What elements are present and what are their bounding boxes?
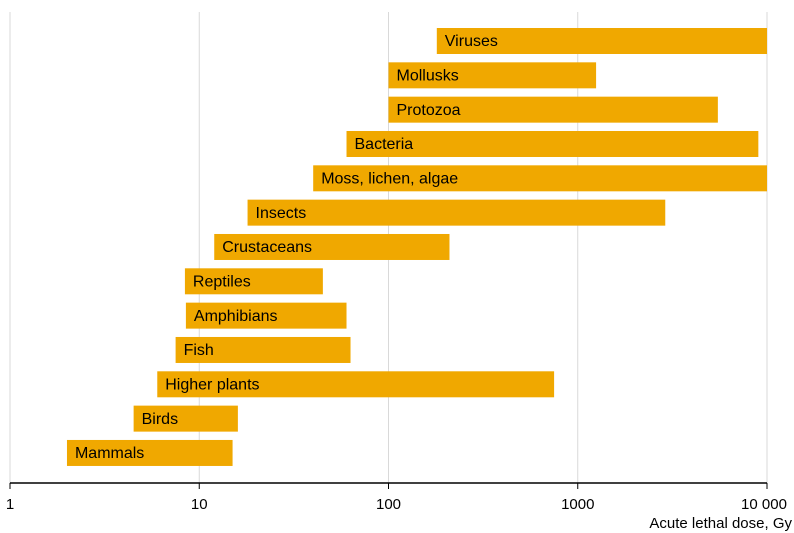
bar-label: Higher plants (165, 377, 259, 394)
x-tick-label: 1000 (561, 496, 594, 513)
bar-label: Amphibians (194, 308, 278, 325)
bar (313, 165, 767, 192)
x-tick-label: 10 000 (741, 496, 787, 513)
bar-label: Moss, lichen, algae (321, 171, 458, 188)
bar-label: Crustaceans (222, 239, 312, 256)
x-tick-label: 100 (376, 496, 401, 513)
x-tick-label: 1 (6, 496, 14, 513)
bar (388, 62, 597, 89)
bar-label: Birds (142, 411, 178, 428)
bar (214, 233, 450, 260)
x-axis-label: Acute lethal dose, Gy (649, 515, 792, 532)
bar-label: Insects (256, 205, 307, 222)
bar (388, 96, 718, 123)
bar (436, 28, 767, 54)
bar (346, 130, 759, 157)
bar (133, 405, 238, 432)
bar (157, 371, 555, 398)
bar-label: Protozoa (397, 102, 461, 119)
bar-label: Mammals (75, 445, 144, 462)
bar-label: Viruses (445, 33, 498, 50)
bar-label: Mollusks (397, 68, 459, 85)
bar (247, 199, 666, 226)
bar (185, 302, 347, 329)
bar-label: Reptiles (193, 274, 251, 291)
bar-label: Bacteria (355, 136, 414, 153)
bar (184, 268, 323, 295)
bar-label: Fish (184, 342, 214, 359)
bar (66, 439, 233, 466)
bar (175, 336, 351, 363)
x-tick-label: 10 (191, 496, 208, 513)
